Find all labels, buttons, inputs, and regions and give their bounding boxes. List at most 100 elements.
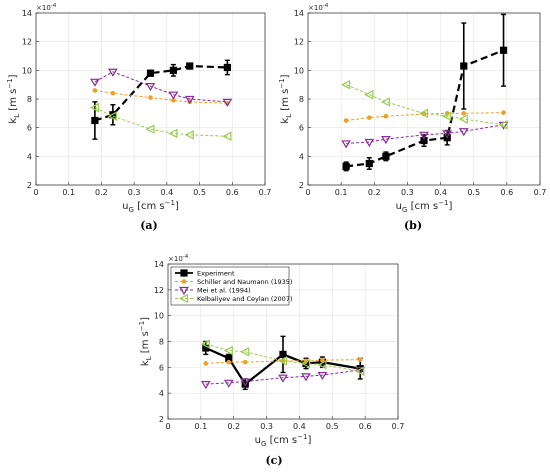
data-point: [461, 111, 467, 116]
x-tick-label: 0.2: [368, 188, 381, 197]
x-tick-label: 0.4: [434, 188, 447, 197]
data-point: [317, 371, 328, 381]
y-tick-label: 2: [27, 181, 32, 190]
data-point: [382, 152, 390, 160]
x-axis-label: uG [cm s−1]: [396, 199, 453, 214]
y-tick-label: 6: [299, 124, 304, 133]
data-point: [458, 128, 469, 137]
y-axis-label: kL [m s−1]: [6, 74, 21, 123]
y-multiplier: ×10-4: [168, 254, 189, 263]
data-point: [203, 361, 209, 366]
data-point: [200, 381, 211, 390]
y-tick-label: 14: [22, 9, 32, 18]
data-point: [367, 115, 372, 120]
series-kelbaliyev: [89, 102, 232, 142]
x-tick-label: 0: [33, 188, 38, 197]
legend-marker-schiller: [181, 279, 187, 284]
data-point: [442, 111, 452, 121]
data-point: [92, 88, 98, 93]
series-line-schiller: [94, 89, 228, 104]
y-tick-label: 4: [299, 152, 304, 161]
data-point: [148, 95, 153, 100]
data-point: [168, 91, 179, 100]
data-point: [317, 359, 327, 370]
x-tick-label: 0.4: [160, 188, 173, 197]
data-point: [145, 124, 155, 134]
data-point: [222, 98, 233, 107]
x-tick-label: 0.1: [194, 422, 207, 431]
data-point: [171, 98, 176, 103]
data-point: [277, 356, 288, 366]
data-point: [458, 114, 468, 124]
y-tick-label: 6: [159, 363, 164, 372]
data-point: [184, 95, 195, 104]
panel-caption: (c): [265, 454, 282, 467]
data-point: [110, 90, 116, 96]
data-point: [145, 82, 156, 92]
data-point: [278, 374, 288, 383]
series-schiller: [92, 88, 230, 106]
chart-panel-b: 0 0.1 0.2 0.3 0.4 0.5 0.6 0.7 2 4 6 8 10 12 14 ×10-4 uG …: [278, 3, 546, 232]
x-tick-label: 0.1: [62, 188, 75, 197]
data-point: [107, 111, 117, 121]
data-point: [301, 373, 311, 382]
x-tick-label: 0.5: [326, 422, 339, 431]
data-point: [168, 128, 178, 139]
series-mei: [90, 68, 233, 107]
x-tick-label: 0.6: [226, 188, 239, 197]
y-tick-label: 12: [22, 38, 32, 47]
y-tick-label: 14: [294, 9, 304, 18]
data-point: [240, 347, 250, 357]
y-axis-label: kL [m s−1]: [138, 317, 153, 366]
x-tick-label: 0.5: [193, 188, 206, 197]
panel-caption: (a): [140, 219, 158, 232]
panel-caption: (b): [404, 219, 422, 232]
y-tick-label: 8: [27, 95, 32, 104]
data-point: [380, 97, 390, 107]
chart-panel-a: 0 0.1 0.2 0.3 0.4 0.5 0.6 0.7 2 4 6 8 10 12 14 ×10-4 uG …: [6, 3, 271, 232]
y-tick-label: 12: [294, 38, 304, 47]
data-point: [169, 66, 177, 74]
data-point: [383, 113, 389, 119]
data-point: [365, 159, 373, 168]
data-point: [223, 379, 234, 388]
x-tick-label: 0.7: [392, 422, 405, 431]
x-tick-label: 0.3: [401, 188, 414, 197]
legend-marker-mei: [179, 286, 189, 295]
data-point: [90, 78, 100, 87]
data-point: [300, 358, 311, 369]
data-point: [91, 116, 99, 125]
y-tick-label: 10: [154, 312, 164, 321]
data-point: [186, 62, 194, 70]
x-tick-label: 0.2: [95, 188, 108, 197]
data-point: [200, 339, 210, 349]
data-point: [364, 138, 375, 147]
data-point: [355, 366, 365, 376]
y-tick-label: 2: [299, 181, 304, 190]
series-line-mei: [94, 71, 228, 103]
legend-label-schiller: Schiller and Naumann (1935): [197, 278, 292, 286]
x-tick-label: 0.7: [534, 188, 547, 197]
plot-frame: [307, 12, 541, 186]
y-tick-label: 10: [22, 66, 32, 75]
data-point: [225, 354, 233, 362]
data-point: [420, 136, 428, 145]
x-axis-label: uG [cm s−1]: [122, 199, 179, 214]
data-point: [240, 378, 251, 387]
y-multiplier: ×10-4: [36, 3, 57, 12]
data-point: [498, 120, 508, 130]
data-point: [364, 89, 374, 100]
series-line-mei: [205, 369, 361, 385]
data-point: [223, 63, 231, 72]
legend-label-mei: Mei et al. (1994): [197, 286, 251, 294]
x-tick-label: 0.3: [128, 188, 141, 197]
data-point: [343, 118, 349, 123]
x-tick-label: 0.7: [259, 188, 272, 197]
x-tick-label: 0.1: [335, 188, 348, 197]
data-point: [342, 162, 350, 170]
x-tick-label: 0: [305, 188, 310, 197]
x-tick-label: 0.6: [500, 188, 513, 197]
series-line-kelbaliyev: [345, 84, 504, 126]
data-point: [223, 345, 233, 356]
data-point: [108, 68, 118, 77]
